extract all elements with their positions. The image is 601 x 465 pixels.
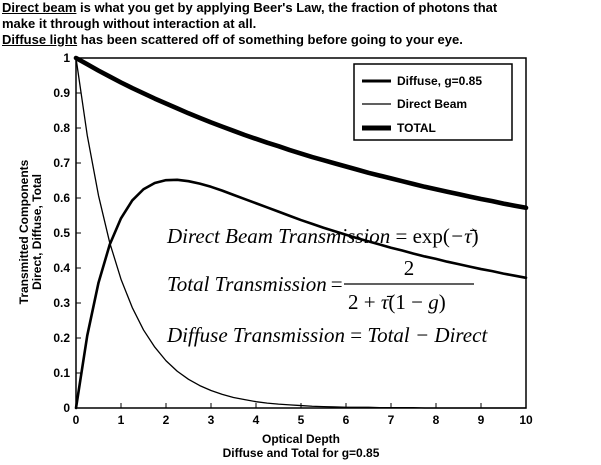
x-tick-label: 4 [253,413,260,427]
legend-label-diffuse: Diffuse, g=0.85 [397,74,482,88]
x-tick-label: 3 [208,413,215,427]
x-tick-label: 9 [478,413,485,427]
x-axis-sublabel: Diffuse and Total for g=0.85 [223,446,380,460]
y-axis-sublabel: Direct, Diffuse, Total [30,174,44,290]
axis-ticks: 0 1 2 3 4 5 6 7 8 9 10 0 0.1 0.2 0.3 0.4 0.5 0.6 0.7 0.8 0.9… [53,51,533,427]
y-tick-label: 0.4 [53,261,70,275]
header-line-3-rest: has been scattered off of something befo… [77,32,463,47]
y-tick-label: 0.9 [53,86,70,100]
y-tick-label: 0.1 [53,366,70,380]
header-line-2: make it through without interaction at a… [2,16,257,31]
diffuse-equation: Diffuse Transmission = Total − Direct [166,323,488,347]
header-line-1: Direct beam is what you get by applying … [2,0,600,16]
y-tick-label: 0.5 [53,226,70,240]
series-line-total [73,55,529,211]
y-tick-label: 0.7 [53,156,70,170]
x-tick-label: 6 [343,413,350,427]
x-tick-label: 7 [388,413,395,427]
y-tick-label: 1 [63,51,70,65]
x-tick-label: 10 [519,413,533,427]
header-line-3: Diffuse light has been scattered off of … [2,32,600,48]
x-tick-label: 5 [298,413,305,427]
header-text: Direct beam is what you get by applying … [2,0,600,48]
series-line-direct-beam [75,57,527,409]
y-tick-label: 0 [63,401,70,415]
legend-label-total: TOTAL [397,121,436,135]
series-group [73,55,529,410]
equations: Direct Beam Transmission = exp(−τ̄) Tota… [166,224,488,347]
x-tick-label: 0 [73,413,80,427]
header-line-1-rest: is what you get by applying Beer's Law, … [76,0,498,15]
total-equation-numerator: 2 [404,256,415,280]
direct-beam-link[interactable]: Direct beam [2,0,77,15]
series-line-diffuse-g-0-85 [74,178,528,410]
y-tick-label: 0.3 [53,296,70,310]
total-equation-lhs: Total Transmission = [167,272,343,296]
legend: Diffuse, g=0.85 Direct Beam TOTAL [353,63,513,141]
total-equation-denominator: 2 + τ̄(1 − g) [348,290,446,314]
diffuse-light-link[interactable]: Diffuse light [2,32,78,47]
y-tick-label: 0.6 [53,191,70,205]
x-tick-label: 8 [433,413,440,427]
y-axis-label: Transmitted Components [17,159,31,304]
direct-equation: Direct Beam Transmission = exp(−τ̄) [166,224,479,248]
x-axis-label: Optical Depth [262,432,340,446]
x-tick-label: 1 [118,413,125,427]
x-tick-label: 2 [163,413,170,427]
legend-label-direct: Direct Beam [397,97,467,111]
y-tick-label: 0.8 [53,121,70,135]
y-tick-label: 0.2 [53,331,70,345]
